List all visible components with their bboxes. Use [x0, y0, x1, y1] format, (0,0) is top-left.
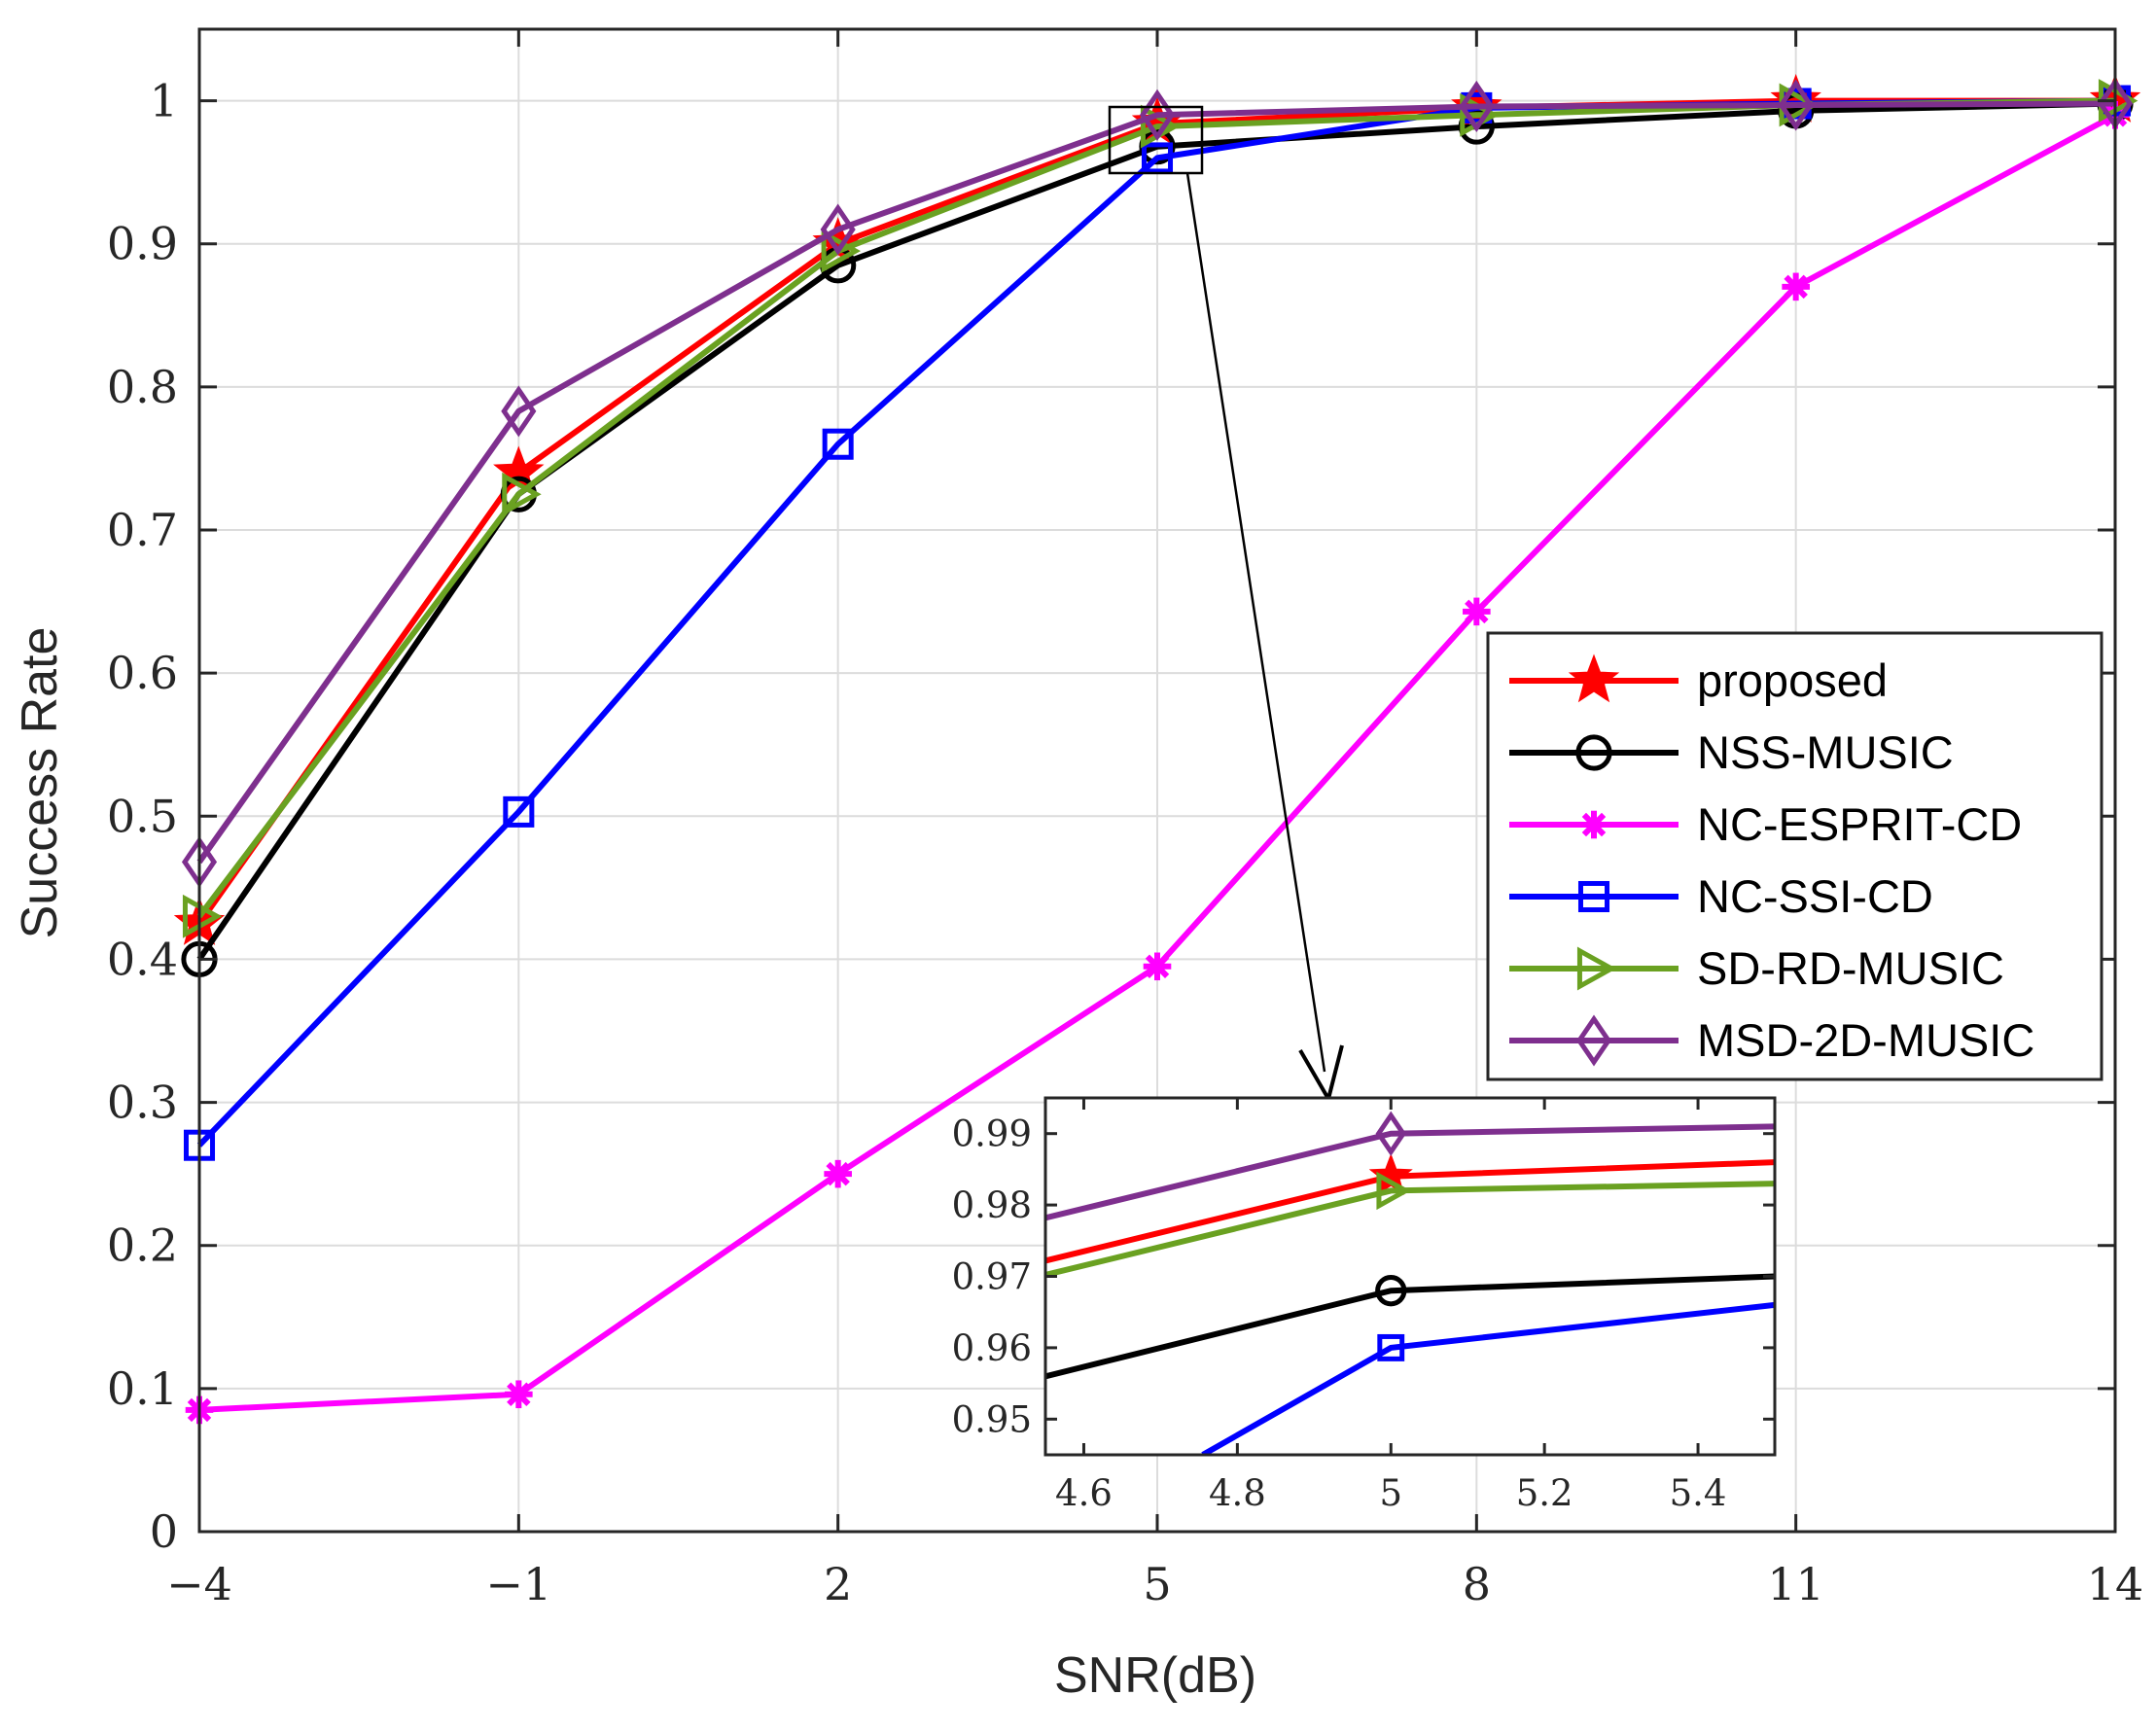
- data-point-nc-esprit-cd: [1782, 272, 1810, 301]
- legend-marker-nc-esprit-cd: [1579, 810, 1608, 839]
- main-series-layer: [173, 74, 2141, 1425]
- inset-y-tick-label: 0.95: [952, 1398, 1032, 1440]
- legend-label: NC-ESPRIT-CD: [1697, 798, 2022, 850]
- inset-series-line-nss-music: [1045, 1273, 1775, 1380]
- data-point-msd-2d-music: [820, 203, 856, 256]
- inset-series-layer: [1045, 1111, 1775, 1455]
- y-tick-label: 0.7: [107, 504, 178, 556]
- legend-item-nss-music: NSS-MUSIC: [1509, 726, 1954, 778]
- inset-series-line-sd-rd-music: [1045, 1181, 1775, 1278]
- x-tick-label: −4: [166, 1558, 232, 1610]
- x-tick-label: 8: [1463, 1558, 1491, 1610]
- y-tick-label: 0.9: [107, 218, 178, 270]
- x-tick-label: 5: [1143, 1558, 1171, 1610]
- x-tick-label: 11: [1767, 1558, 1824, 1610]
- x-tick-label: 14: [2087, 1558, 2144, 1610]
- inset-data-point-sd-rd-music: [1376, 1171, 1411, 1211]
- y-tick-label: 1: [150, 75, 178, 127]
- data-point-nc-esprit-cd: [824, 1159, 852, 1188]
- inset-x-tick-label: 5.2: [1516, 1472, 1573, 1514]
- legend-label: SD-RD-MUSIC: [1697, 942, 2004, 994]
- data-point-msd-2d-music: [1778, 79, 1814, 131]
- x-tick-label: 2: [824, 1558, 852, 1610]
- inset-x-tick-label: 4.8: [1209, 1472, 1266, 1514]
- inset-x-tick-label: 5: [1379, 1472, 1402, 1514]
- inset-series-sd-rd-music: [1045, 1171, 1775, 1278]
- inset-series-nss-music: [1045, 1273, 1775, 1380]
- legend-item-nc-esprit-cd: NC-ESPRIT-CD: [1509, 798, 2022, 850]
- inset-y-tick-label: 0.96: [952, 1327, 1032, 1369]
- inset-ticks: [1045, 1098, 1775, 1455]
- legend-label: proposed: [1697, 654, 1888, 706]
- y-tick-labels: 0 0.1 0.2 0.3 0.4 0.5 0.6 0.7 0.8 0.9 1: [107, 75, 178, 1558]
- zoom-region-box: [1108, 105, 1204, 175]
- legend-label: MSD-2D-MUSIC: [1697, 1014, 2034, 1066]
- inset-background: [1045, 1098, 1775, 1455]
- y-tick-label: 0.4: [107, 933, 178, 985]
- legend-item-sd-rd-music: SD-RD-MUSIC: [1509, 942, 2004, 994]
- inset-y-tick-label: 0.97: [952, 1256, 1032, 1298]
- data-point-nc-ssi-cd: [503, 795, 535, 828]
- legend-item-msd-2d-music: MSD-2D-MUSIC: [1509, 1014, 2034, 1067]
- inset-data-point-nss-music: [1375, 1275, 1407, 1307]
- inset-x-tick-label: 4.6: [1055, 1472, 1113, 1514]
- x-tick-label: −1: [485, 1558, 551, 1610]
- data-point-sd-rd-music: [502, 472, 542, 516]
- inset-series-line-nc-ssi-cd: [1201, 1301, 1775, 1455]
- x-tick-labels: −4 −1 2 5 8 11 14: [166, 1558, 2143, 1610]
- legend-item-nc-ssi-cd: NC-SSI-CD: [1509, 870, 1933, 922]
- legend: proposed NSS-MUSIC NC-ESPRIT-CD NC-SSI-CD SD…: [1509, 654, 2034, 1067]
- main-ticks: [197, 29, 2117, 1534]
- y-tick-label: 0.1: [107, 1362, 178, 1415]
- data-point-sd-rd-music: [821, 229, 862, 273]
- inset-series-msd-2d-music: [1045, 1111, 1775, 1221]
- data-point-nc-ssi-cd: [1141, 142, 1174, 174]
- legend-marker-nss-music: [1575, 734, 1612, 771]
- inset-y-tick-label: 0.98: [952, 1184, 1032, 1226]
- inset-y-tick-label: 0.99: [952, 1113, 1032, 1155]
- data-point-nc-esprit-cd: [1463, 597, 1491, 626]
- data-point-nc-esprit-cd: [505, 1380, 533, 1409]
- legend-marker-nc-ssi-cd: [1577, 880, 1610, 913]
- data-point-sd-rd-music: [182, 894, 223, 938]
- data-point-nc-esprit-cd: [1143, 952, 1172, 981]
- inset-tick-labels: 4.6 4.8 5 5.2 5.4 0.95 0.96 0.97 0.98 0.99: [952, 1113, 1727, 1514]
- inset-data-point-nc-ssi-cd: [1377, 1333, 1405, 1361]
- legend-label: NSS-MUSIC: [1697, 726, 1954, 778]
- legend-item-proposed: proposed: [1509, 654, 1888, 706]
- legend-box: [1486, 631, 2103, 1081]
- inset-series-line-msd-2d-music: [1045, 1123, 1775, 1221]
- y-tick-label: 0.3: [107, 1077, 178, 1129]
- inset-data-point-msd-2d-music: [1375, 1111, 1407, 1156]
- y-tick-label: 0: [150, 1505, 178, 1558]
- y-tick-label: 0.8: [107, 361, 178, 413]
- y-tick-label: 0.2: [107, 1219, 178, 1272]
- data-point-nc-ssi-cd: [822, 428, 854, 460]
- legend-marker-msd-2d-music: [1575, 1014, 1612, 1067]
- data-point-msd-2d-music: [501, 385, 537, 438]
- legend-marker-proposed: [1568, 654, 1620, 703]
- legend-label: NC-SSI-CD: [1697, 870, 1933, 922]
- y-axis-label: Success Rate: [12, 627, 68, 939]
- y-tick-label: 0.6: [107, 647, 178, 699]
- inset-series-nc-ssi-cd: [1201, 1301, 1775, 1455]
- zoom-arrow-line: [1185, 172, 1326, 1073]
- series-line-msd-2d-music: [196, 100, 2116, 865]
- y-tick-label: 0.5: [107, 790, 178, 842]
- legend-marker-sd-rd-music: [1576, 946, 1617, 991]
- x-axis-label: SNR(dB): [1054, 1647, 1256, 1704]
- inset-x-tick-label: 5.4: [1670, 1472, 1727, 1514]
- data-point-msd-2d-music: [1459, 80, 1495, 133]
